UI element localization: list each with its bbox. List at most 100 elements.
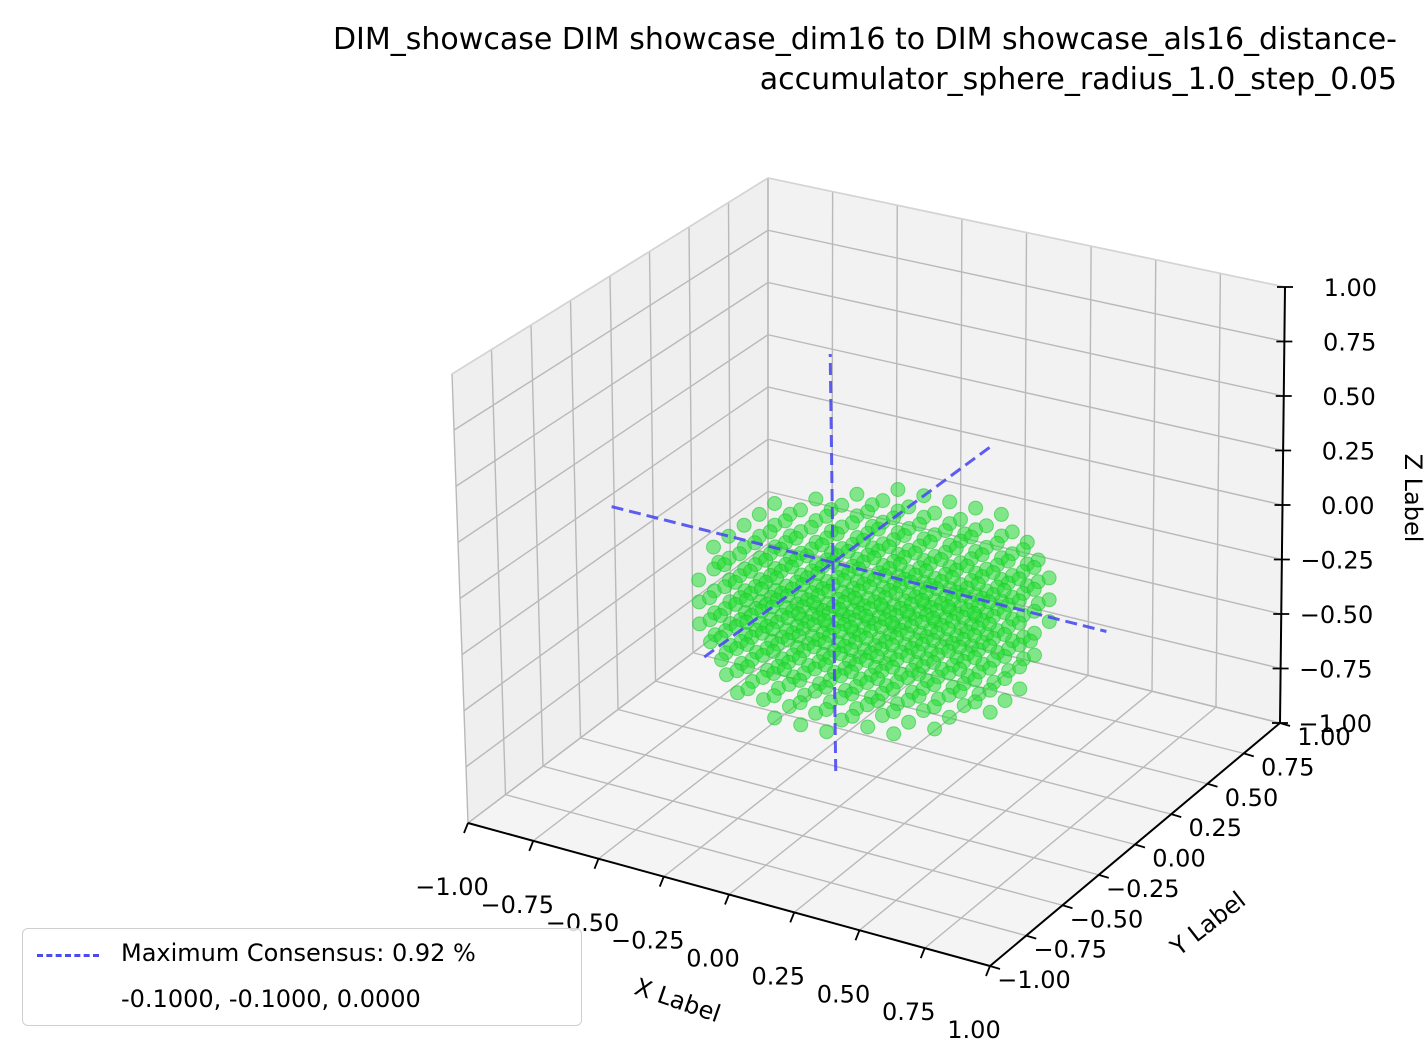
x-tick — [593, 858, 600, 870]
scatter-point — [948, 540, 964, 556]
scatter-point — [952, 639, 967, 655]
x-tick — [919, 947, 926, 959]
scatter-point — [847, 590, 863, 606]
scatter-point — [966, 605, 982, 621]
scatter-point — [702, 590, 718, 606]
scatter-point — [944, 569, 960, 585]
floor-pane — [468, 596, 1280, 966]
scatter-point — [912, 516, 927, 532]
scatter-point — [793, 502, 808, 518]
x-tick-label: −0.25 — [611, 927, 685, 955]
x-tick-label: −1.00 — [415, 873, 489, 901]
y-tick — [989, 965, 1001, 970]
scatter-point — [793, 717, 809, 733]
scatter-point — [937, 523, 953, 539]
scatter-point — [758, 552, 774, 568]
scatter-point — [808, 491, 824, 507]
scatter-point — [858, 630, 874, 646]
y-tick-label: 0.50 — [1225, 784, 1278, 812]
scatter-point — [751, 506, 767, 522]
scatter-point — [997, 671, 1013, 687]
floor-grid-x — [924, 706, 1217, 949]
x-tick — [854, 929, 861, 941]
x-tick — [528, 840, 535, 852]
y-tick-label: −0.25 — [1106, 875, 1180, 903]
left-grid-z — [453, 229, 769, 431]
x-axis-label: X Label — [631, 973, 724, 1028]
x-tick-label: 0.00 — [686, 945, 739, 973]
floor-grid-x — [859, 690, 1153, 931]
scatter-point — [1012, 681, 1028, 697]
scatter-point — [911, 688, 927, 704]
legend: Maximum Consensus: 0.92 % -0.1000, -0.10… — [22, 928, 582, 1026]
scatter-point — [997, 627, 1012, 642]
scatter-point — [927, 721, 943, 737]
scatter-point — [819, 724, 835, 740]
scatter-point — [713, 608, 729, 623]
tick-labels: −1.00−0.75−0.50−0.250.000.250.500.751.00… — [415, 274, 1377, 1044]
scatter-point — [884, 637, 900, 653]
floor-grid-y — [617, 708, 1136, 846]
scatter-point — [817, 635, 833, 651]
scatter-point — [791, 628, 807, 644]
scatter-point — [739, 637, 755, 652]
scatter-point — [884, 615, 900, 631]
scatter-point — [753, 581, 769, 597]
scatter-point — [784, 559, 800, 575]
left-grid-z — [459, 386, 769, 600]
scatter-point — [1011, 615, 1027, 631]
scatter-point — [927, 505, 943, 521]
scatter-point — [1004, 524, 1020, 540]
scatter-point — [926, 655, 942, 670]
scatter-point — [907, 545, 923, 561]
scatter-point — [860, 504, 876, 520]
back-grid-z — [767, 386, 1283, 506]
x-tick-label: 0.50 — [817, 980, 870, 1008]
scatter-point — [814, 537, 830, 553]
scatter-point — [818, 657, 833, 673]
y-tick-label: −1.00 — [997, 966, 1071, 994]
left-grid-y — [648, 251, 657, 682]
scatter-point — [1026, 581, 1042, 597]
scatter-point — [765, 621, 781, 637]
scatter-point — [941, 709, 957, 725]
scatter-point — [901, 714, 917, 730]
x-tick-label: 0.25 — [752, 962, 805, 990]
left-grid-z — [455, 281, 769, 487]
scatter-point — [1015, 542, 1031, 558]
scatter-point — [875, 493, 891, 509]
scatter-point — [899, 626, 915, 642]
scatter-point — [922, 534, 938, 550]
scatter-point — [716, 557, 732, 573]
scatter-point — [978, 518, 994, 534]
consensus-lines — [611, 353, 1107, 772]
scatter-point — [981, 616, 997, 632]
z-tick-label: −0.50 — [1300, 601, 1374, 629]
scatter-point — [873, 597, 889, 613]
x-tick-label: 0.75 — [882, 998, 935, 1026]
scatter-point — [885, 659, 901, 675]
scatter-point — [968, 500, 984, 516]
scatter-point — [792, 672, 808, 688]
scatter-point — [911, 666, 927, 682]
consensus-line-y — [703, 444, 993, 659]
scatter-point — [952, 683, 968, 699]
scatter-point — [914, 592, 930, 608]
scatter-point — [982, 682, 998, 698]
scatter-point — [767, 710, 783, 726]
y-tick-label: −0.50 — [1070, 905, 1144, 933]
scatter-point — [963, 529, 979, 545]
scatter-point — [926, 699, 942, 715]
scatter-point — [967, 628, 982, 643]
scatter-point — [885, 704, 901, 720]
scatter-point — [1012, 659, 1028, 675]
y-tick — [1098, 874, 1110, 879]
scatter-point — [967, 650, 983, 666]
chart-title-line-1: DIM_showcase DIM showcase_dim16 to DIM s… — [332, 22, 1397, 57]
scatter-point — [877, 568, 893, 584]
scatter-point — [881, 539, 897, 555]
scatter-point — [1000, 553, 1016, 569]
scatter-point — [942, 494, 958, 510]
scatter-point — [832, 601, 848, 617]
